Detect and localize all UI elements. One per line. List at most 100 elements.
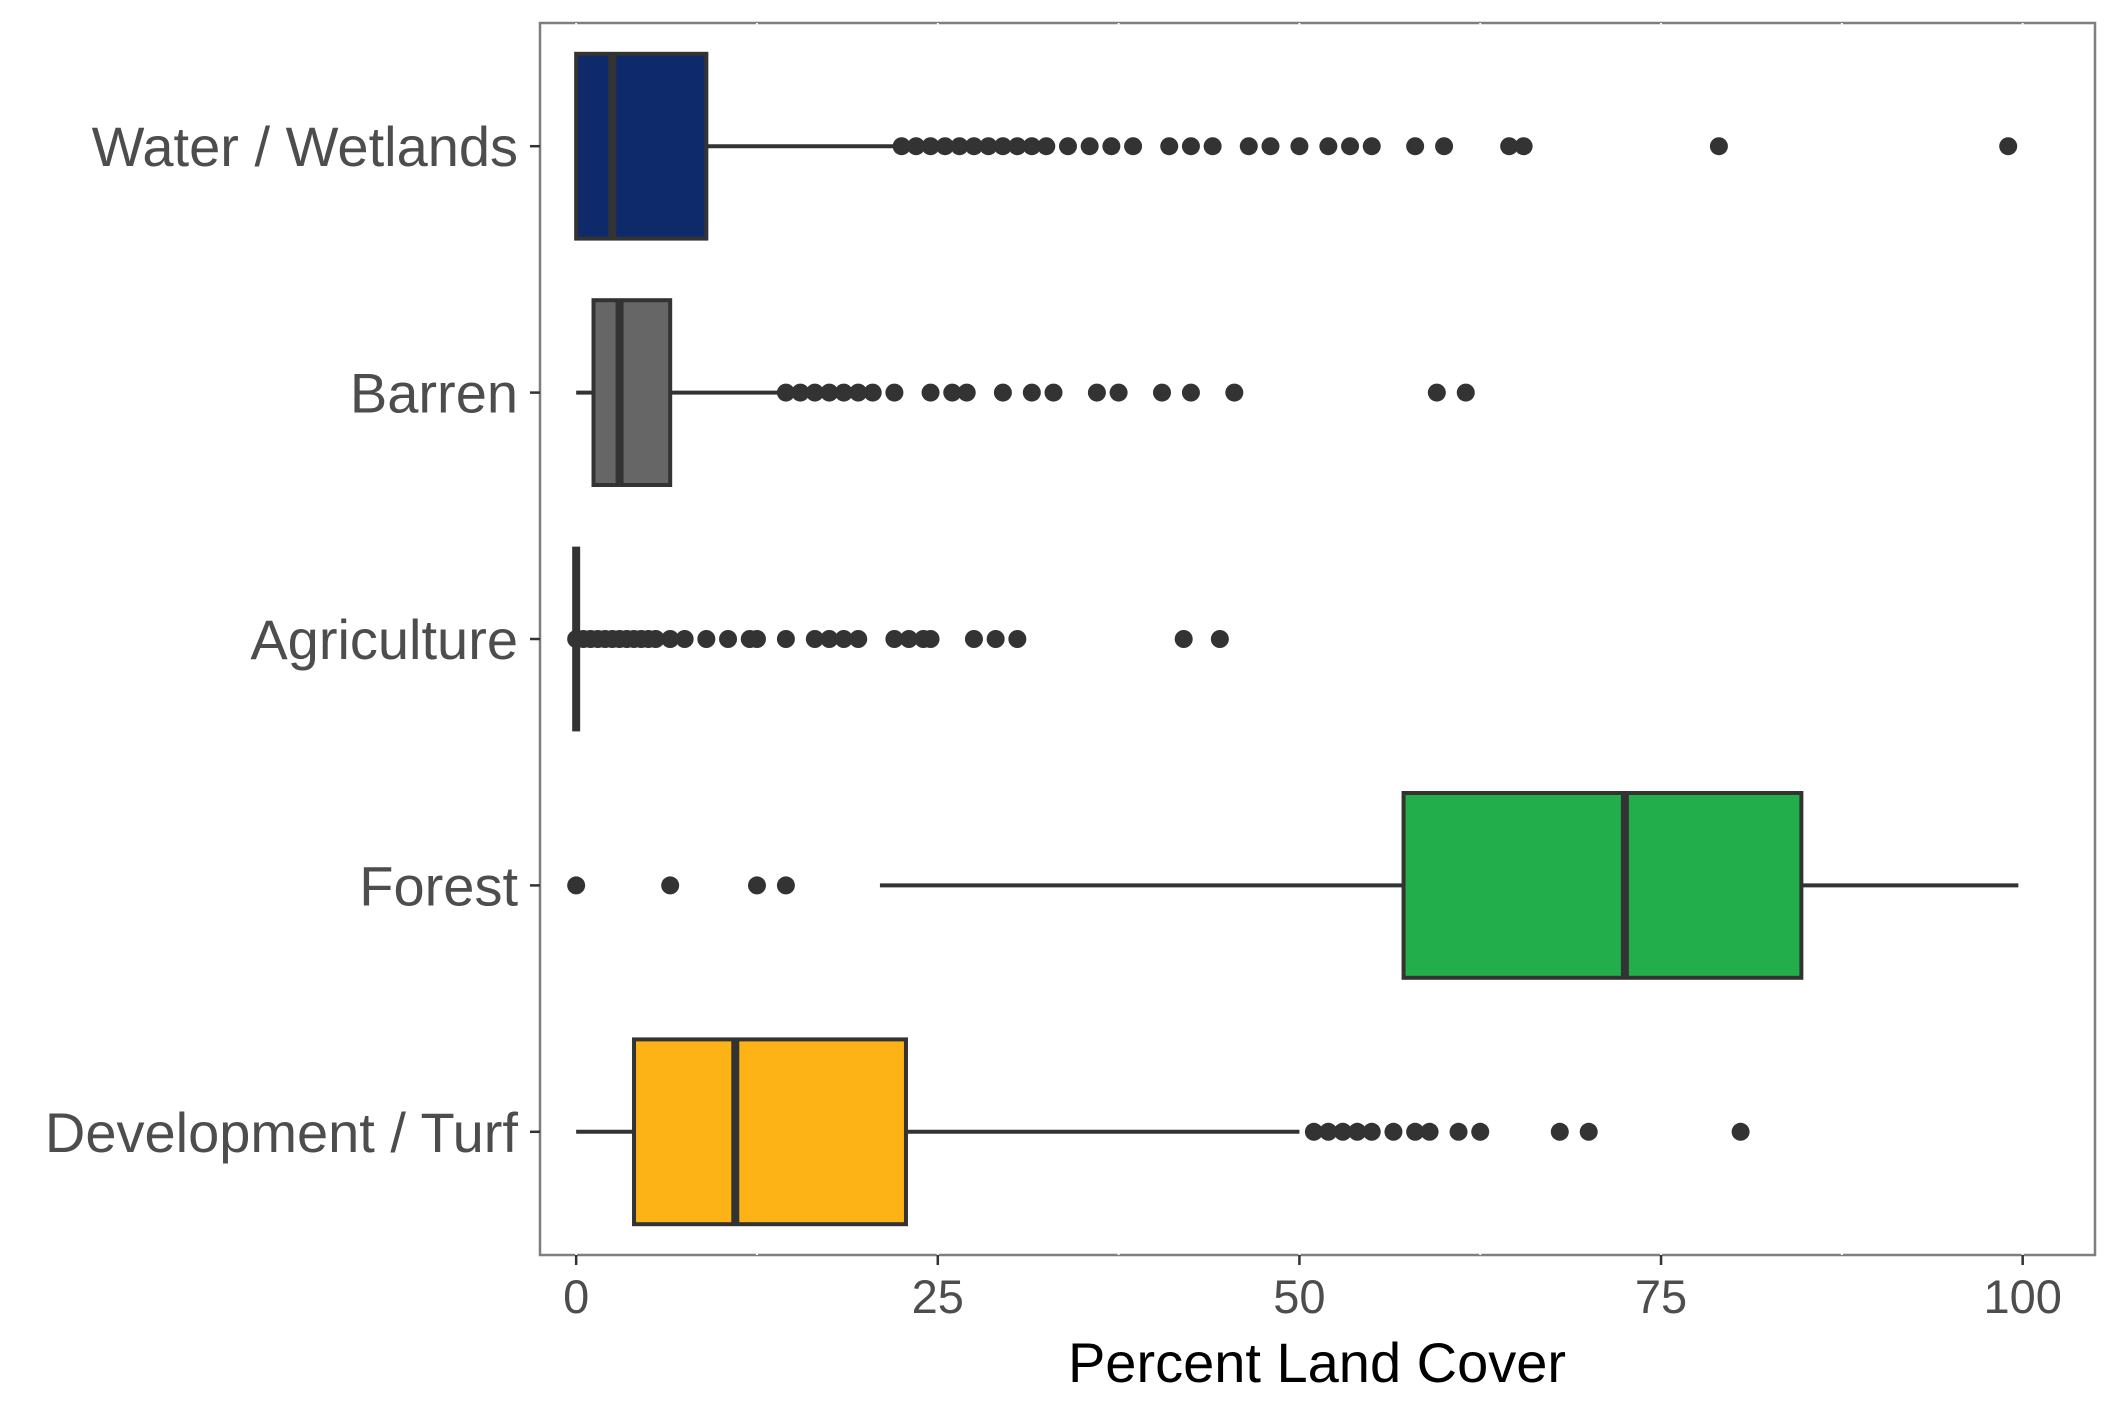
outlier-point bbox=[1362, 137, 1381, 156]
outlier-point bbox=[921, 630, 940, 648]
outlier-point bbox=[1203, 137, 1222, 156]
outlier-point bbox=[747, 630, 766, 648]
outlier-point bbox=[943, 383, 962, 402]
outlier-point bbox=[776, 876, 795, 895]
y-tick-label: Forest bbox=[359, 854, 518, 917]
outlier-point bbox=[993, 137, 1012, 156]
outlier-point bbox=[805, 383, 824, 402]
outlier-point bbox=[1514, 137, 1533, 156]
outlier-point bbox=[1384, 1122, 1403, 1141]
outlier-point bbox=[1456, 383, 1475, 402]
outlier-point bbox=[1420, 1122, 1439, 1141]
box bbox=[632, 1037, 908, 1227]
outlier-point bbox=[675, 630, 694, 648]
x-tick-label: 100 bbox=[1983, 1270, 2061, 1323]
box bbox=[574, 51, 709, 241]
x-tick-label: 50 bbox=[1273, 1270, 1325, 1323]
outlier-point bbox=[747, 876, 766, 895]
box-group bbox=[567, 791, 2019, 980]
outlier-point bbox=[1341, 137, 1360, 156]
box bbox=[591, 298, 673, 488]
outlier-point bbox=[986, 630, 1005, 648]
outlier-point bbox=[820, 630, 839, 648]
outlier-point bbox=[1160, 137, 1179, 156]
outlier-point bbox=[805, 630, 824, 648]
outlier-point bbox=[1022, 137, 1041, 156]
outlier-point bbox=[646, 630, 665, 648]
box-group bbox=[576, 298, 1475, 488]
outlier-point bbox=[1181, 383, 1200, 402]
outlier-point bbox=[1348, 1122, 1367, 1141]
x-tick-label: 25 bbox=[912, 1270, 964, 1323]
outlier-point bbox=[993, 383, 1012, 402]
outlier-point bbox=[921, 383, 940, 402]
outlier-point bbox=[791, 383, 810, 402]
outlier-point bbox=[1449, 1122, 1468, 1141]
outlier-point bbox=[1210, 630, 1229, 648]
outlier-point bbox=[697, 630, 716, 648]
outlier-point bbox=[1008, 630, 1027, 648]
y-tick-label: Development / Turf bbox=[45, 1101, 519, 1164]
outlier-point bbox=[863, 383, 882, 402]
outlier-point bbox=[661, 630, 680, 648]
y-tick-label: Barren bbox=[350, 362, 518, 425]
box bbox=[1401, 791, 1804, 980]
outlier-point bbox=[907, 137, 926, 156]
x-tick-label: 75 bbox=[1635, 1270, 1687, 1323]
outlier-point bbox=[1153, 383, 1171, 402]
outlier-point bbox=[1008, 137, 1027, 156]
outlier-point bbox=[885, 383, 904, 402]
outlier-point bbox=[1261, 137, 1280, 156]
outlier-point bbox=[1058, 137, 1077, 156]
outlier-point bbox=[936, 137, 955, 156]
outlier-point bbox=[1427, 383, 1446, 402]
outlier-point bbox=[834, 383, 853, 402]
y-tick-label: Agriculture bbox=[250, 608, 518, 671]
outlier-point bbox=[921, 137, 940, 156]
outlier-point bbox=[899, 630, 918, 648]
outlier-point bbox=[661, 876, 680, 895]
box-group bbox=[574, 51, 2018, 241]
outlier-point bbox=[1709, 137, 1728, 156]
outlier-point bbox=[1087, 383, 1106, 402]
outlier-point bbox=[1181, 137, 1200, 156]
outlier-point bbox=[1304, 1122, 1323, 1141]
x-axis: 0 25 50 75 100 bbox=[563, 1255, 2062, 1323]
outlier-point bbox=[964, 630, 983, 648]
outlier-point bbox=[957, 383, 976, 402]
box-group bbox=[576, 1037, 1750, 1227]
box-group bbox=[567, 546, 1229, 732]
boxplot-series bbox=[567, 51, 2019, 1227]
outlier-point bbox=[849, 630, 868, 648]
outlier-point bbox=[1044, 383, 1063, 402]
outlier-point bbox=[1999, 137, 2018, 156]
outlier-point bbox=[1124, 137, 1143, 156]
outlier-point bbox=[1333, 1122, 1352, 1141]
outlier-point bbox=[1406, 137, 1425, 156]
outlier-point bbox=[1731, 1122, 1750, 1141]
outlier-point bbox=[1080, 137, 1099, 156]
outlier-point bbox=[1239, 137, 1258, 156]
outlier-point bbox=[1290, 137, 1309, 156]
outlier-point bbox=[1435, 137, 1454, 156]
outlier-point bbox=[964, 137, 983, 156]
outlier-point bbox=[1362, 1122, 1381, 1141]
outlier-point bbox=[885, 630, 904, 648]
outlier-point bbox=[892, 137, 911, 156]
y-tick-label: Water / Wetlands bbox=[92, 115, 518, 178]
outlier-point bbox=[776, 383, 795, 402]
outlier-point bbox=[719, 630, 738, 648]
outlier-point bbox=[1550, 1122, 1569, 1141]
outlier-point bbox=[1102, 137, 1121, 156]
x-axis-title: Percent Land Cover bbox=[1068, 1331, 1566, 1394]
outlier-point bbox=[849, 383, 868, 402]
outlier-point bbox=[1500, 137, 1519, 156]
x-tick-label: 0 bbox=[563, 1270, 589, 1323]
outlier-point bbox=[1579, 1122, 1598, 1141]
outlier-point bbox=[776, 630, 795, 648]
outlier-point bbox=[1406, 1122, 1425, 1141]
outlier-point bbox=[1174, 630, 1193, 648]
outlier-point bbox=[1225, 383, 1244, 402]
outlier-point bbox=[567, 876, 586, 895]
